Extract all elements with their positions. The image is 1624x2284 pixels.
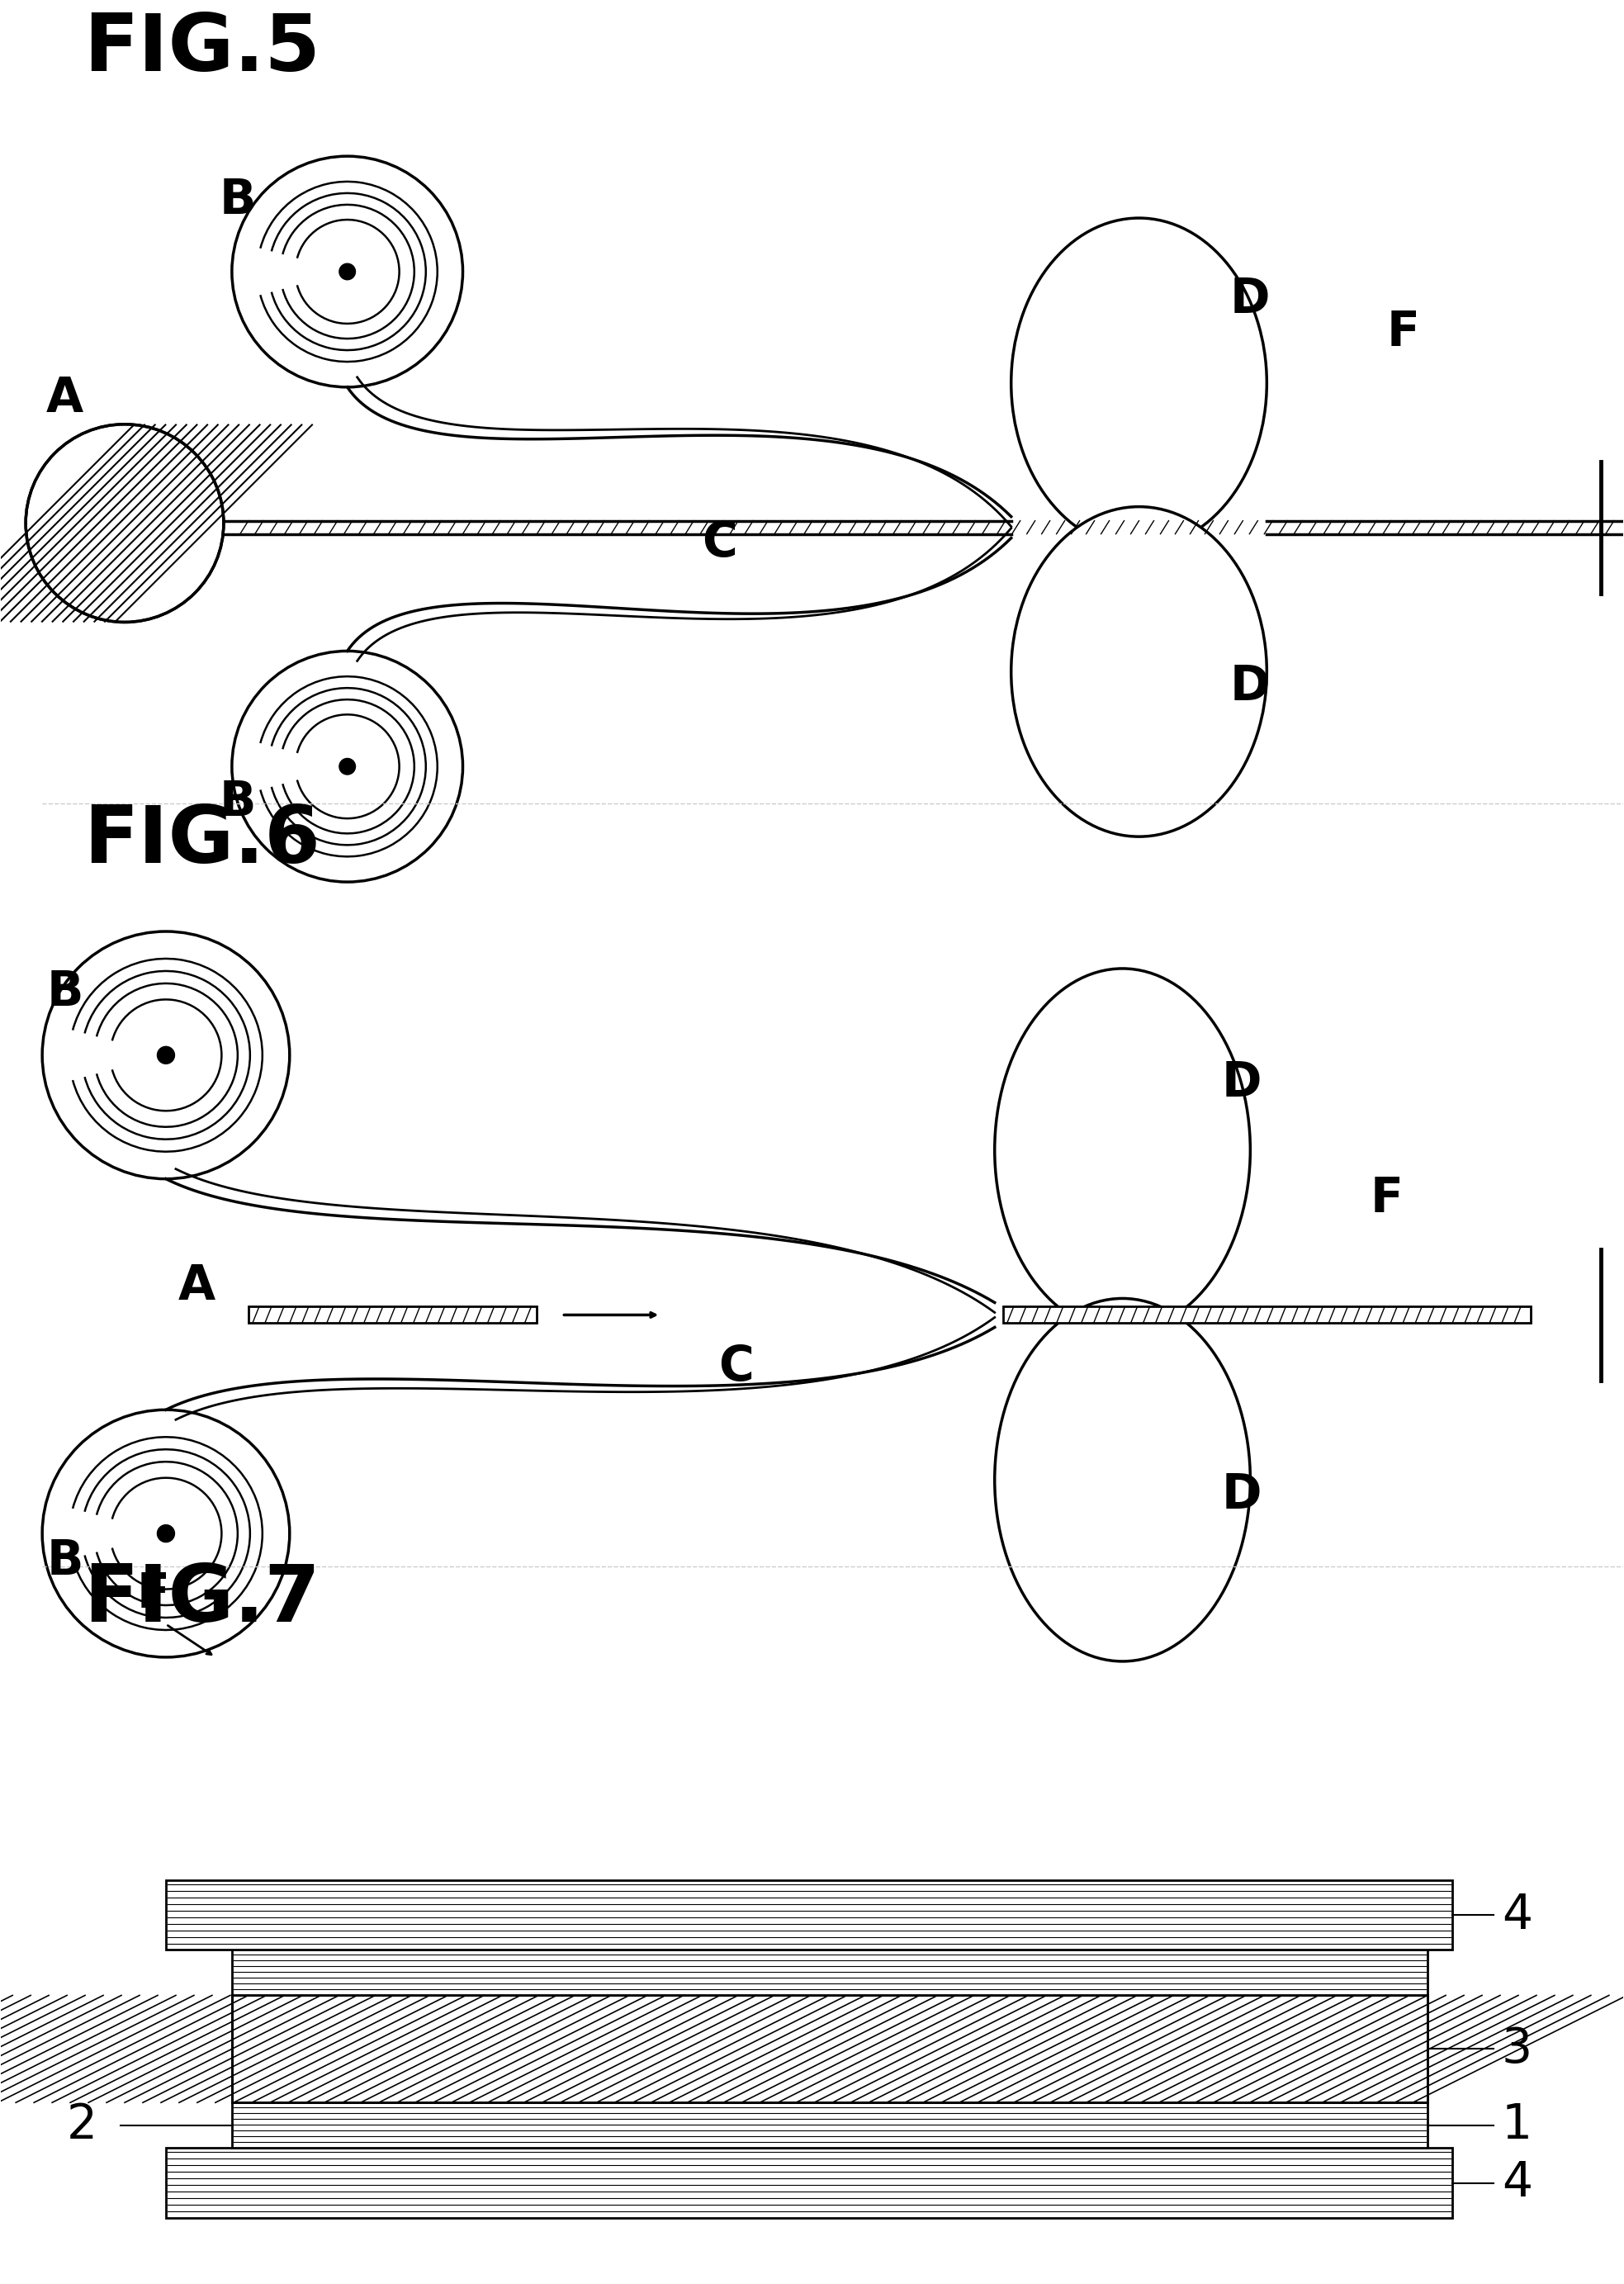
Text: F: F <box>136 1571 171 1617</box>
Circle shape <box>232 155 463 386</box>
Ellipse shape <box>994 1297 1250 1660</box>
Text: D: D <box>1221 1471 1262 1519</box>
Text: F: F <box>1387 308 1419 356</box>
Ellipse shape <box>994 968 1250 1332</box>
Circle shape <box>158 1046 174 1064</box>
Bar <box>166 1880 1452 1951</box>
Text: FIG.5: FIG.5 <box>83 11 320 87</box>
Bar <box>166 2147 1452 2218</box>
Circle shape <box>339 758 356 774</box>
Text: D: D <box>1229 276 1270 322</box>
Text: C: C <box>718 1343 754 1391</box>
Circle shape <box>232 651 463 882</box>
Text: 2: 2 <box>67 2101 97 2149</box>
Text: FIG.6: FIG.6 <box>83 802 320 879</box>
Bar <box>232 1996 1427 2104</box>
Text: B: B <box>219 779 257 827</box>
Text: 4: 4 <box>1502 2158 1533 2206</box>
Circle shape <box>26 425 224 621</box>
Text: 4: 4 <box>1502 1891 1533 1939</box>
Bar <box>232 2104 1427 2147</box>
Circle shape <box>158 1526 174 1542</box>
Circle shape <box>339 263 356 279</box>
Ellipse shape <box>1012 217 1267 548</box>
Text: B: B <box>219 176 257 224</box>
Text: A: A <box>47 375 83 423</box>
Text: B: B <box>47 968 83 1016</box>
Text: C: C <box>702 518 737 566</box>
FancyBboxPatch shape <box>1004 1306 1531 1322</box>
Ellipse shape <box>1012 507 1267 836</box>
Text: FIG.7: FIG.7 <box>83 1560 320 1638</box>
Text: F: F <box>1371 1174 1403 1222</box>
Text: 3: 3 <box>1502 2026 1533 2072</box>
Bar <box>232 1996 1427 2104</box>
FancyBboxPatch shape <box>248 1306 538 1322</box>
Bar <box>232 1951 1427 1996</box>
Text: B: B <box>47 1537 83 1585</box>
Text: A: A <box>179 1263 216 1309</box>
Text: 1: 1 <box>1502 2101 1533 2149</box>
Text: D: D <box>1221 1060 1262 1105</box>
Circle shape <box>42 932 289 1179</box>
Circle shape <box>42 1409 289 1658</box>
Text: D: D <box>1229 662 1270 710</box>
